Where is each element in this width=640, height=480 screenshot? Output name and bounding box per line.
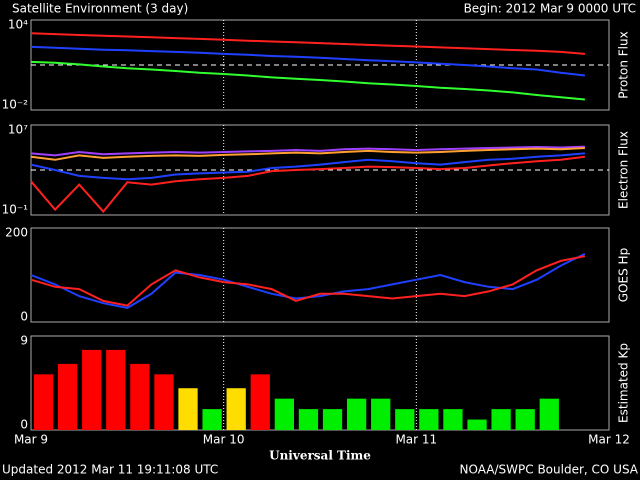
updated-label: Updated 2012 Mar 11 19:11:08 UTC — [2, 463, 218, 477]
kp-bar — [298, 409, 319, 430]
kp-bar — [57, 363, 78, 430]
x-tick-label: Mar 9 — [14, 433, 48, 447]
kp-bar — [419, 409, 439, 430]
x-axis-label: Universal Time — [269, 449, 371, 463]
kp-bar — [322, 409, 343, 430]
begin-label: Begin: 2012 Mar 9 0000 UTC — [464, 2, 636, 16]
kp-bar — [371, 398, 391, 430]
kp-bar — [346, 398, 367, 430]
data-line — [30, 152, 585, 181]
kp-bar — [443, 409, 463, 430]
kp-bar — [515, 409, 535, 430]
y-axis-label: Estimated Kp — [617, 343, 631, 423]
kp-bar — [491, 409, 511, 430]
kp-bar — [274, 398, 294, 430]
y-axis-label: Proton Flux — [617, 31, 631, 98]
y-tick-label: 10⁴ — [8, 18, 28, 32]
data-line — [30, 155, 586, 214]
x-tick-label: Mar 10 — [203, 433, 245, 447]
chart-title: Satellite Environment (3 day) — [12, 2, 188, 16]
data-line — [30, 60, 585, 101]
y-tick-label: 10⁷ — [8, 123, 28, 137]
credit-label: NOAA/SWPC Boulder, CO USA — [460, 463, 639, 477]
kp-bar — [106, 349, 126, 430]
kp-bar — [539, 398, 559, 430]
data-line — [30, 45, 586, 77]
y-tick-label: 10⁻² — [2, 98, 29, 112]
x-tick-label: Mar 11 — [395, 433, 437, 447]
panel-frame — [30, 227, 610, 323]
y-tick-label: 10⁻¹ — [2, 203, 29, 217]
x-tick-label: Mar 12 — [588, 433, 630, 447]
y-axis-label: GOES Hp — [617, 248, 631, 302]
data-line — [30, 145, 585, 157]
y-tick-label: 9 — [20, 334, 28, 348]
data-line — [30, 147, 585, 161]
kp-bar — [178, 388, 198, 430]
kp-bar — [33, 374, 54, 430]
kp-bar — [395, 409, 415, 430]
kp-bar — [82, 349, 102, 430]
data-line — [30, 32, 585, 55]
y-axis-label: Electron Flux — [617, 131, 631, 209]
data-line — [30, 255, 586, 307]
kp-bar — [154, 374, 174, 430]
kp-bar — [250, 374, 270, 430]
y-tick-label: 0 — [20, 418, 28, 432]
kp-bar — [226, 388, 246, 430]
y-tick-label: 200 — [5, 226, 28, 240]
kp-bar — [202, 409, 222, 430]
data-line — [30, 253, 586, 309]
y-tick-label: 0 — [20, 310, 28, 324]
kp-bar — [467, 419, 487, 430]
kp-bar — [130, 363, 150, 430]
panel-frame — [30, 335, 610, 431]
